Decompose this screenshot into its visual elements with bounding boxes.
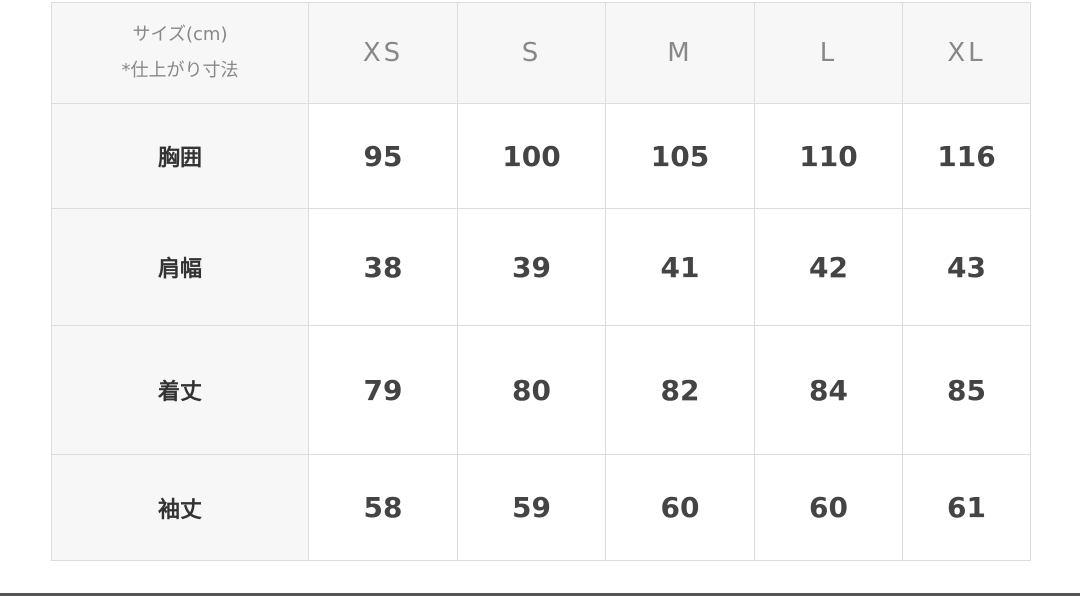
size-header-xl: XL [902,2,1031,104]
row-label: 肩幅 [51,208,309,326]
cell-value: 85 [902,325,1031,455]
table-row: 袖丈 58 59 60 60 61 [51,454,1031,561]
size-header-l: L [754,2,903,104]
cell-value: 105 [605,103,755,209]
cell-value: 80 [457,325,606,455]
cell-value: 42 [754,208,903,326]
cell-value: 100 [457,103,606,209]
table-row: 胸囲 95 100 105 110 116 [51,103,1031,209]
size-chart-table: サイズ(cm) *仕上がり寸法 XS S M L XL 胸囲 95 100 10… [51,2,1031,561]
table-row: 肩幅 38 39 41 42 43 [51,208,1031,326]
cell-value: 110 [754,103,903,209]
cell-value: 82 [605,325,755,455]
cell-value: 43 [902,208,1031,326]
cell-value: 39 [457,208,606,326]
corner-unit-label: サイズ(cm) [132,24,228,45]
cell-value: 84 [754,325,903,455]
cell-value: 58 [308,454,458,561]
row-label: 袖丈 [51,454,309,561]
cell-value: 61 [902,454,1031,561]
cell-value: 79 [308,325,458,455]
size-header-m: M [605,2,755,104]
row-label: 胸囲 [51,103,309,209]
corner-header: サイズ(cm) *仕上がり寸法 [51,2,309,104]
header-row: サイズ(cm) *仕上がり寸法 XS S M L XL [51,2,1031,104]
size-header-s: S [457,2,606,104]
cell-value: 60 [605,454,755,561]
table-row: 着丈 79 80 82 84 85 [51,325,1031,455]
row-label: 着丈 [51,325,309,455]
cell-value: 38 [308,208,458,326]
cell-value: 41 [605,208,755,326]
bottom-divider [0,593,1080,596]
size-header-xs: XS [308,2,458,104]
corner-note-label: *仕上がり寸法 [121,60,239,81]
cell-value: 59 [457,454,606,561]
cell-value: 116 [902,103,1031,209]
cell-value: 60 [754,454,903,561]
cell-value: 95 [308,103,458,209]
